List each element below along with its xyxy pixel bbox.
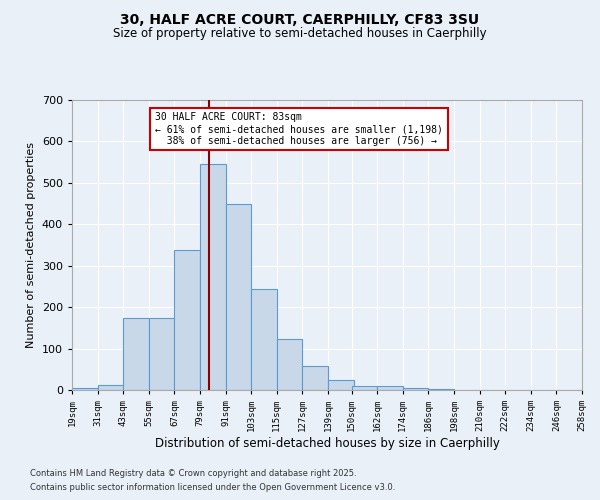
Y-axis label: Number of semi-detached properties: Number of semi-detached properties	[26, 142, 36, 348]
Text: Contains public sector information licensed under the Open Government Licence v3: Contains public sector information licen…	[30, 484, 395, 492]
Bar	[428, 389, 454, 390]
Bar	[403, 388, 428, 390]
Bar	[377, 386, 403, 390]
Bar	[226, 204, 251, 390]
Bar	[352, 386, 377, 390]
Bar	[200, 164, 226, 390]
Text: Contains HM Land Registry data © Crown copyright and database right 2025.: Contains HM Land Registry data © Crown c…	[30, 468, 356, 477]
Text: 30, HALF ACRE COURT, CAERPHILLY, CF83 3SU: 30, HALF ACRE COURT, CAERPHILLY, CF83 3S…	[121, 12, 479, 26]
Bar	[302, 366, 328, 390]
Bar	[72, 388, 98, 390]
Bar	[98, 385, 123, 390]
Bar	[328, 380, 353, 390]
Bar	[175, 250, 200, 390]
X-axis label: Distribution of semi-detached houses by size in Caerphilly: Distribution of semi-detached houses by …	[155, 437, 499, 450]
Bar	[149, 318, 175, 390]
Bar	[251, 288, 277, 390]
Bar	[277, 339, 302, 390]
Text: 30 HALF ACRE COURT: 83sqm
← 61% of semi-detached houses are smaller (1,198)
  38: 30 HALF ACRE COURT: 83sqm ← 61% of semi-…	[155, 112, 443, 146]
Text: Size of property relative to semi-detached houses in Caerphilly: Size of property relative to semi-detach…	[113, 28, 487, 40]
Bar	[123, 318, 149, 390]
